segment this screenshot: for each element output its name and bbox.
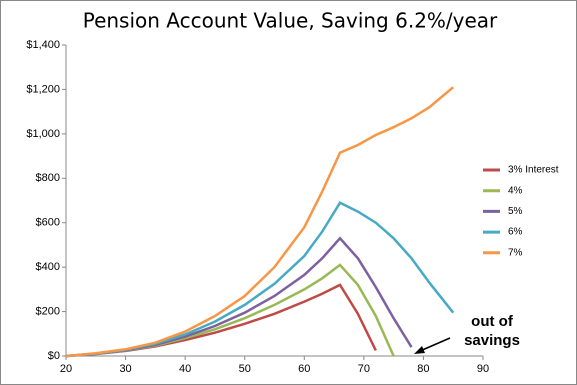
series-line — [65, 86, 455, 358]
annotation: savings — [464, 332, 520, 349]
legend-label: 6% — [508, 227, 523, 238]
x-tick-label: 90 — [477, 363, 489, 375]
x-tick-label: 80 — [417, 363, 429, 375]
x-tick-label: 70 — [358, 363, 370, 375]
y-tick-label: $1,200 — [26, 83, 60, 95]
y-tick-label: $1,400 — [26, 39, 60, 51]
legend-label: 7% — [508, 247, 523, 258]
y-tick-label: $800 — [36, 172, 60, 184]
y-tick-label: $1,000 — [26, 128, 60, 140]
x-tick-label: 20 — [60, 363, 72, 375]
y-tick-label: $400 — [36, 261, 60, 273]
y-tick-label: $200 — [36, 305, 60, 317]
legend-label: 5% — [508, 206, 523, 217]
legend-label: 4% — [508, 185, 523, 196]
x-tick-label: 50 — [239, 363, 251, 375]
legend-label: 3% Interest — [508, 165, 559, 176]
chart-title: Pension Account Value, Saving 6.2%/year — [83, 9, 498, 33]
annotation: out of — [471, 313, 514, 330]
x-tick-label: 60 — [298, 363, 310, 375]
x-tick-label: 40 — [179, 363, 191, 375]
y-tick-label: $0 — [48, 350, 60, 362]
annotation-arrow — [414, 337, 451, 354]
y-tick-label: $600 — [36, 217, 60, 229]
x-tick-label: 30 — [119, 363, 131, 375]
